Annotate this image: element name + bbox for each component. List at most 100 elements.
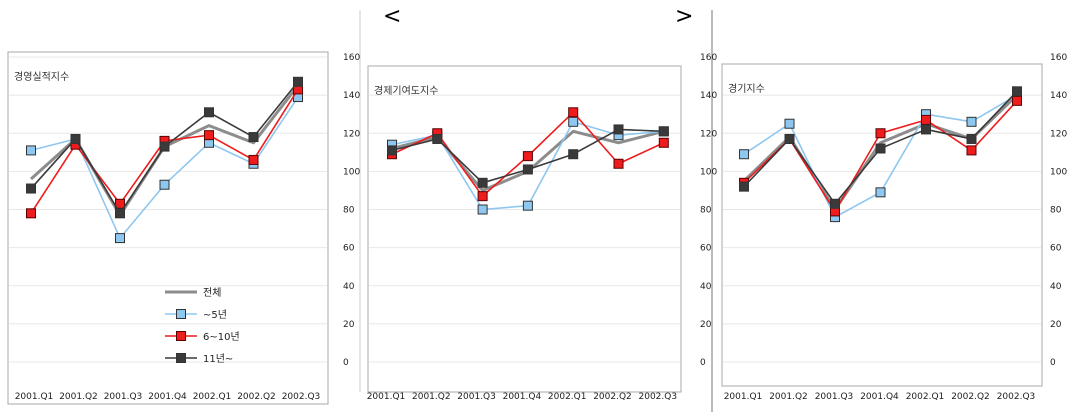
series-marker-4 [739, 181, 749, 192]
y-tick-label: 100 [700, 167, 717, 177]
x-tick-label: 2001.Q3 [457, 392, 496, 402]
y-tick-label: 140 [700, 91, 717, 101]
x-tick-label: 2001.Q2 [769, 392, 808, 402]
y-tick-label: 60 [700, 244, 712, 254]
x-tick-label: 2002.Q2 [951, 392, 990, 402]
y-tick-label: 120 [1050, 129, 1067, 139]
legend-label: ~5년 [203, 309, 227, 321]
legend-label: 6~10년 [203, 331, 240, 343]
y-tick-label: 60 [343, 244, 355, 254]
chart-title: 경기지수 [728, 82, 765, 95]
y-tick-label: 40 [343, 282, 355, 292]
series-marker-4 [26, 183, 36, 194]
series-marker-3 [26, 208, 36, 219]
y-tick-label: 80 [343, 206, 355, 216]
series-marker-2 [784, 118, 795, 129]
series-marker-3 [921, 114, 931, 125]
x-tick-label: 2001.Q3 [815, 392, 854, 402]
x-tick-label: 2002.Q2 [237, 392, 276, 402]
legend-swatch-marker [176, 353, 186, 363]
series-marker-3 [966, 145, 977, 156]
plot-frame [721, 63, 1043, 387]
series-marker-4 [1012, 86, 1022, 97]
chart-title: 경제기여도지수 [374, 84, 438, 97]
series-marker-4 [966, 133, 977, 144]
series-marker-4 [248, 132, 259, 143]
series-marker-2 [522, 200, 533, 211]
series-marker-3 [204, 130, 214, 141]
series-marker-2 [159, 179, 170, 190]
series-marker-4 [921, 124, 931, 135]
legend-label: 11년~ [203, 353, 233, 365]
x-tick-label: 2002.Q1 [193, 392, 232, 402]
series-marker-3 [613, 158, 624, 169]
x-tick-label: 2001.Q2 [412, 392, 451, 402]
x-tick-label: 2001.Q3 [104, 392, 143, 402]
series-marker-3 [568, 107, 579, 118]
y-tick-label: 20 [1050, 320, 1062, 330]
y-tick-label: 0 [700, 358, 706, 368]
y-tick-label: 40 [700, 282, 712, 292]
series-marker-2 [568, 116, 579, 127]
series-marker-2 [477, 204, 488, 215]
series-marker-3 [658, 137, 669, 148]
x-tick-label: 2001.Q4 [860, 392, 899, 402]
y-tick-label: 160 [700, 53, 717, 63]
series-marker-4 [522, 164, 533, 175]
y-tick-label: 20 [343, 320, 355, 330]
y-tick-label: 80 [700, 206, 712, 216]
legend-swatch-marker [176, 331, 186, 341]
y-tick-label: 140 [343, 91, 360, 101]
series-marker-3 [477, 191, 488, 202]
series-marker-4 [875, 143, 886, 154]
y-tick-label: 40 [1050, 282, 1062, 292]
y-tick-label: 160 [343, 53, 360, 63]
x-tick-label: 2002.Q3 [282, 392, 321, 402]
series-marker-4 [613, 124, 624, 135]
series-marker-4 [568, 149, 579, 160]
series-marker-2 [115, 233, 125, 244]
series-marker-4 [159, 141, 170, 152]
series-marker-4 [830, 198, 840, 209]
y-tick-label: 120 [343, 129, 360, 139]
series-marker-2 [26, 145, 36, 156]
series-marker-4 [115, 208, 125, 219]
y-tick-label: 80 [1050, 206, 1062, 216]
series-marker-4 [432, 133, 443, 144]
header-close-bracket: > [675, 4, 694, 29]
series-marker-4 [70, 133, 81, 144]
series-marker-4 [204, 107, 214, 118]
series-marker-2 [875, 187, 886, 198]
legend-swatch-marker [176, 309, 186, 319]
x-tick-label: 2002.Q2 [593, 392, 632, 402]
series-marker-2 [739, 149, 749, 160]
x-tick-label: 2001.Q2 [59, 392, 98, 402]
series-marker-3 [115, 198, 125, 209]
y-tick-label: 160 [1050, 53, 1067, 63]
series-marker-3 [522, 151, 533, 162]
x-tick-label: 2001.Q1 [367, 392, 406, 402]
y-tick-label: 20 [700, 320, 712, 330]
x-tick-label: 2001.Q4 [503, 392, 542, 402]
series-marker-4 [477, 177, 488, 188]
y-tick-label: 60 [1050, 244, 1062, 254]
series-marker-3 [248, 154, 259, 165]
x-tick-label: 2001.Q1 [15, 392, 54, 402]
y-tick-label: 100 [343, 167, 360, 177]
series-marker-4 [293, 76, 303, 87]
x-tick-label: 2002.Q3 [639, 392, 678, 402]
series-marker-2 [966, 116, 977, 127]
x-tick-label: 2001.Q1 [724, 392, 763, 402]
header-open-bracket: < [383, 4, 402, 29]
series-marker-3 [875, 128, 886, 139]
x-tick-label: 2002.Q3 [997, 392, 1036, 402]
series-marker-4 [658, 126, 669, 137]
y-tick-label: 0 [1050, 358, 1056, 368]
series-marker-4 [784, 133, 795, 144]
series-marker-3 [1012, 95, 1022, 106]
x-tick-label: 2002.Q1 [548, 392, 587, 402]
chart-title: 경영실적지수 [14, 70, 69, 83]
y-tick-label: 140 [1050, 91, 1067, 101]
y-tick-label: 100 [1050, 167, 1067, 177]
